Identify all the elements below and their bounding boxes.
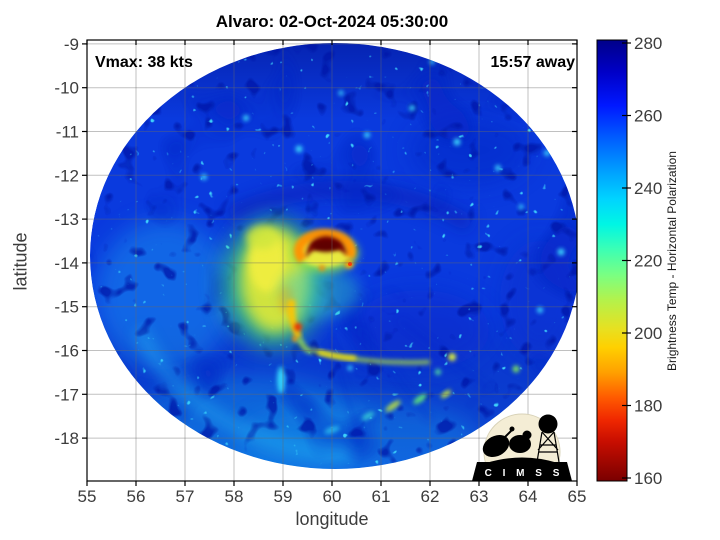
x-tick-label: 62: [421, 487, 440, 506]
x-tick-label: 57: [176, 487, 195, 506]
y-tick-label: -17: [54, 385, 79, 404]
x-tick-label: 64: [519, 487, 538, 506]
time-away-annotation: 15:57 away: [490, 54, 575, 71]
satellite-dish2-icon: [509, 435, 531, 453]
x-tick-label: 60: [323, 487, 342, 506]
y-tick-label: -14: [54, 254, 79, 273]
x-tick-label: 63: [470, 487, 489, 506]
x-axis-label: longitude: [295, 509, 369, 529]
x-tick-label: 59: [274, 487, 293, 506]
water-tower-icon: [538, 414, 558, 434]
colorbar-tick-labels: 280 260 240 220 200 180 160: [634, 34, 662, 488]
eyewall-ring: [293, 228, 356, 264]
colorbar-tick-label: 280: [634, 34, 662, 53]
colorbar-label: Brightness Temp - Horizontal Polarizatio…: [665, 151, 679, 371]
colorbar-tick-label: 220: [634, 252, 662, 271]
y-tick-label: -12: [54, 166, 79, 185]
logo-text: C I M S S: [485, 468, 564, 479]
y-tick-label: -16: [54, 342, 79, 361]
x-tick-label: 61: [372, 487, 391, 506]
y-tick-label: -9: [64, 35, 79, 54]
grid-lines: [87, 40, 577, 481]
axis-ticks: [82, 40, 578, 486]
colorbar-tick-label: 180: [634, 397, 662, 416]
y-tick-label: -18: [54, 429, 79, 448]
x-tick-label: 65: [568, 487, 587, 506]
colorbar-tick-label: 160: [634, 469, 662, 488]
y-axis-label: latitude: [10, 232, 31, 291]
logo-banner: [472, 462, 572, 481]
south-band: [287, 299, 303, 340]
vmax-annotation: Vmax: 38 kts: [95, 54, 193, 71]
chart-title: Alvaro: 02-Oct-2024 05:30:00: [215, 12, 449, 31]
y-tick-label: -13: [54, 210, 79, 229]
y-tick-label: -11: [56, 123, 79, 142]
axis-tick-labels: 55 56 57 58 59 60 61 62 63 64 65 -9 -10 -11 -12 -13 -14 -…: [54, 35, 586, 506]
outer-band-cells: [324, 353, 520, 434]
colorbar-tick-label: 240: [634, 179, 662, 198]
x-tick-label: 58: [225, 487, 244, 506]
cimss-logo: C I M S S: [472, 413, 572, 481]
colorbar: 280 260 240 220 200 180 160: [596, 34, 662, 488]
colorbar-tick-label: 260: [634, 107, 662, 126]
colorbar-tick-label: 200: [634, 324, 662, 343]
y-tick-label: -15: [54, 298, 79, 317]
x-tick-label: 55: [78, 487, 97, 506]
colorbar-ticks: [622, 42, 631, 479]
satellite-dish-icon: [482, 434, 510, 458]
convective-cells: [201, 59, 565, 371]
x-tick-label: 56: [127, 487, 146, 506]
y-tick-label: -10: [54, 79, 79, 98]
